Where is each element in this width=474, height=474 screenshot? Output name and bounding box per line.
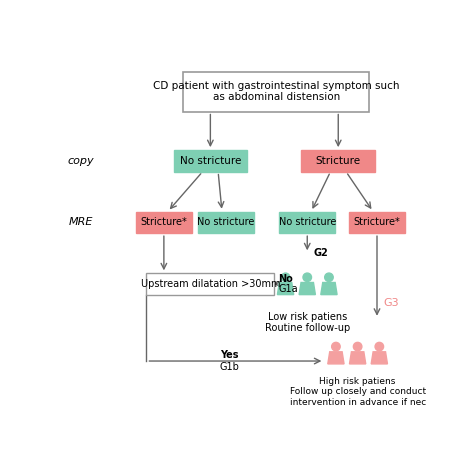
Text: copy: copy (68, 156, 94, 166)
FancyBboxPatch shape (198, 212, 254, 233)
Text: No: No (278, 273, 293, 283)
Text: MRE: MRE (69, 218, 93, 228)
Text: Yes: Yes (220, 350, 239, 360)
Polygon shape (277, 283, 294, 295)
FancyBboxPatch shape (349, 212, 405, 233)
Text: G3: G3 (383, 298, 399, 308)
Text: Stricture*: Stricture* (354, 218, 401, 228)
FancyBboxPatch shape (279, 212, 335, 233)
Text: Upstream dilatation >30mm: Upstream dilatation >30mm (141, 279, 280, 289)
FancyBboxPatch shape (183, 72, 369, 111)
Text: G1b: G1b (220, 362, 240, 372)
Text: G2: G2 (313, 248, 328, 258)
Text: Low risk patiens
Routine follow-up: Low risk patiens Routine follow-up (264, 312, 350, 333)
Polygon shape (371, 352, 387, 364)
FancyBboxPatch shape (173, 150, 247, 172)
Polygon shape (299, 283, 315, 295)
Text: High risk patiens
Follow up closely and conduct
intervention in advance if nec: High risk patiens Follow up closely and … (290, 377, 426, 407)
Text: Stricture: Stricture (316, 156, 361, 166)
Polygon shape (328, 352, 344, 364)
Circle shape (281, 273, 290, 282)
Text: Stricture*: Stricture* (140, 218, 187, 228)
Circle shape (332, 342, 340, 351)
Circle shape (375, 342, 383, 351)
Text: G1a: G1a (278, 284, 298, 294)
Text: No stricture: No stricture (197, 218, 255, 228)
Circle shape (303, 273, 311, 282)
Text: No stricture: No stricture (279, 218, 336, 228)
FancyBboxPatch shape (136, 212, 192, 233)
Circle shape (325, 273, 333, 282)
Text: No stricture: No stricture (180, 156, 241, 166)
FancyBboxPatch shape (301, 150, 375, 172)
Circle shape (353, 342, 362, 351)
Polygon shape (321, 283, 337, 295)
Text: CD patient with gastrointestinal symptom such
as abdominal distension: CD patient with gastrointestinal symptom… (153, 81, 400, 102)
FancyBboxPatch shape (146, 273, 274, 295)
Polygon shape (349, 352, 366, 364)
